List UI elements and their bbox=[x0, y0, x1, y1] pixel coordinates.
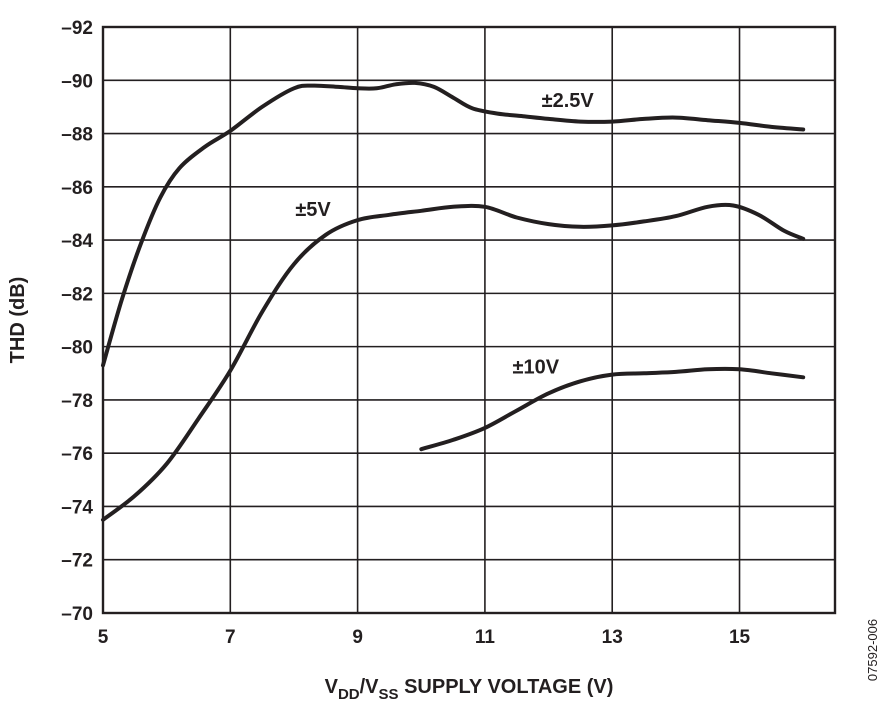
y-tick-label: –92 bbox=[61, 18, 93, 39]
y-tick-label: –90 bbox=[61, 71, 93, 92]
x-tick-label: 9 bbox=[352, 627, 363, 648]
x-tick-label: 15 bbox=[729, 627, 751, 648]
figure-id: 07592-006 bbox=[865, 619, 880, 681]
series-line-0 bbox=[101, 80, 806, 368]
y-tick-label: –80 bbox=[61, 338, 93, 359]
x-axis-title-sub-dd: DD bbox=[338, 686, 360, 703]
grid bbox=[102, 26, 835, 614]
y-tick-label: –88 bbox=[61, 125, 93, 146]
x-axis-title-v2: /V bbox=[360, 676, 380, 698]
series-label-0: ±2.5V bbox=[542, 90, 595, 112]
series-labels: ±2.5V ±5V ±10V bbox=[295, 90, 594, 378]
y-axis-title: THD (dB) bbox=[7, 277, 29, 364]
y-axis-ticks: –92 –90 –88 –86 –84 –82 –80 –78 –76 –74 –72 –70 bbox=[61, 18, 93, 625]
x-tick-label: 7 bbox=[225, 627, 236, 648]
series-line-1 bbox=[101, 202, 806, 522]
y-tick-label: –74 bbox=[61, 497, 93, 518]
data-series bbox=[101, 80, 806, 522]
y-tick-label: –84 bbox=[61, 231, 93, 252]
y-tick-label: –82 bbox=[61, 284, 93, 305]
series-label-2: ±10V bbox=[513, 356, 560, 378]
y-tick-label: –70 bbox=[61, 604, 93, 625]
x-axis-ticks: 5 7 9 11 13 15 bbox=[98, 627, 751, 648]
series-line-2 bbox=[419, 366, 806, 452]
y-tick-label: –72 bbox=[61, 551, 93, 572]
x-axis-title-sub-ss: SS bbox=[379, 686, 399, 703]
y-tick-label: –76 bbox=[61, 444, 93, 465]
x-tick-label: 13 bbox=[602, 627, 623, 648]
x-axis-title-v1: V bbox=[325, 676, 339, 698]
series-label-1: ±5V bbox=[295, 199, 331, 221]
plot-frame bbox=[101, 25, 837, 615]
y-tick-label: –78 bbox=[61, 391, 93, 412]
x-tick-label: 11 bbox=[475, 627, 496, 648]
y-tick-label: –86 bbox=[61, 178, 93, 199]
x-axis-title: VDD/VSS SUPPLY VOLTAGE (V) bbox=[325, 676, 614, 703]
x-axis-title-rest: SUPPLY VOLTAGE (V) bbox=[399, 676, 614, 698]
x-tick-label: 5 bbox=[98, 627, 109, 648]
